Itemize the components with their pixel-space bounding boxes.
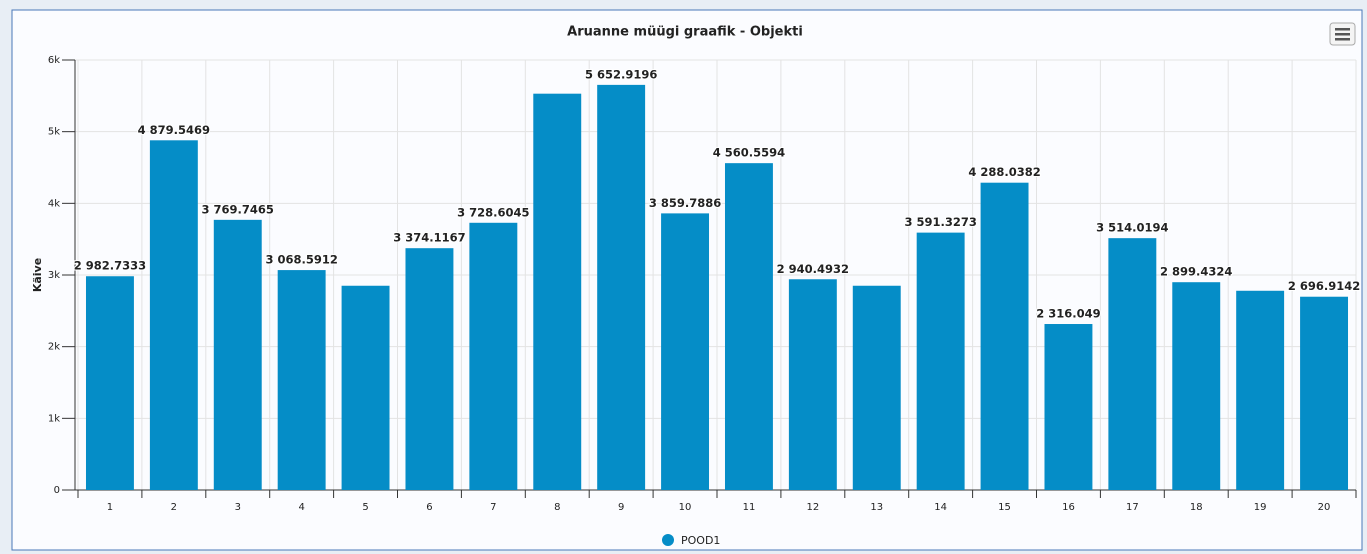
value-label: 3 728.6045	[457, 205, 529, 219]
y-tick-label: 3k	[48, 270, 60, 281]
x-tick-label: 13	[870, 502, 883, 513]
value-label: 2 899.4324	[1160, 265, 1232, 279]
bar	[788, 279, 837, 490]
value-label: 3 374.1167	[393, 231, 465, 245]
bar	[149, 140, 198, 490]
bar	[533, 93, 582, 490]
bar	[724, 163, 773, 490]
x-tick-label: 1	[107, 502, 113, 513]
x-tick-label: 18	[1190, 502, 1203, 513]
menu-bar	[1335, 28, 1350, 31]
x-tick-label: 5	[362, 502, 368, 513]
bar	[85, 276, 134, 490]
y-tick-label: 1k	[48, 413, 60, 424]
bar	[1108, 238, 1157, 490]
value-label: 2 696.9142	[1288, 279, 1360, 293]
x-tick-label: 20	[1318, 502, 1331, 513]
value-label: 3 769.7465	[202, 202, 274, 216]
x-tick-label: 16	[1062, 502, 1075, 513]
x-tick-label: 4	[298, 502, 304, 513]
y-tick-label: 0	[54, 485, 60, 496]
x-tick-label: 11	[743, 502, 756, 513]
bar	[1044, 324, 1093, 490]
menu-bar	[1335, 38, 1350, 41]
bar	[277, 270, 326, 490]
bar	[980, 182, 1029, 490]
bar	[213, 219, 262, 490]
x-tick-label: 8	[554, 502, 560, 513]
value-label: 4 879.5469	[138, 123, 210, 137]
bar	[597, 84, 646, 491]
bar	[916, 232, 965, 491]
bar	[1172, 282, 1221, 490]
bar	[852, 285, 901, 490]
y-tick-label: 6k	[48, 55, 60, 66]
value-label: 2 316.049	[1036, 307, 1100, 321]
x-tick-label: 12	[806, 502, 819, 513]
x-tick-label: 17	[1126, 502, 1139, 513]
x-tick-label: 14	[934, 502, 947, 513]
value-label: 5 652.9196	[585, 67, 657, 81]
x-tick-label: 7	[490, 502, 496, 513]
bar	[1236, 290, 1285, 490]
value-label: 3 859.7886	[649, 196, 721, 210]
value-label: 3 514.0194	[1096, 221, 1168, 235]
value-label: 2 940.4932	[777, 262, 849, 276]
chart-title: Aruanne müügi graafik - Objekti	[567, 25, 803, 40]
legend-symbol	[662, 534, 674, 546]
value-label: 2 982.7333	[74, 259, 146, 273]
bar	[469, 222, 518, 491]
y-axis-label: Käive	[31, 258, 44, 292]
bar	[661, 213, 710, 490]
value-label: 4 288.0382	[968, 165, 1040, 179]
y-tick-label: 2k	[48, 342, 60, 353]
bar	[1300, 296, 1349, 490]
x-tick-label: 2	[171, 502, 177, 513]
bar	[405, 248, 454, 490]
bar	[341, 285, 390, 490]
value-label: 4 560.5594	[713, 146, 785, 160]
value-label: 3 068.5912	[265, 253, 337, 267]
value-label: 3 591.3273	[904, 215, 976, 229]
y-tick-label: 5k	[48, 127, 60, 138]
x-tick-label: 10	[679, 502, 692, 513]
y-tick-label: 4k	[48, 198, 60, 209]
x-tick-label: 6	[426, 502, 432, 513]
x-tick-label: 15	[998, 502, 1011, 513]
x-tick-label: 3	[235, 502, 241, 513]
legend-label: POOD1	[681, 534, 720, 547]
x-tick-label: 9	[618, 502, 624, 513]
x-tick-label: 19	[1254, 502, 1267, 513]
menu-bar	[1335, 33, 1350, 36]
menu-button[interactable]	[1329, 22, 1356, 46]
